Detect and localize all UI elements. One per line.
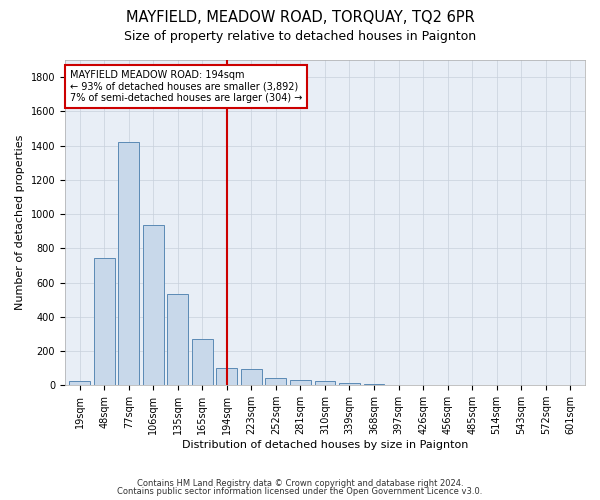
Text: Size of property relative to detached houses in Paignton: Size of property relative to detached ho… [124,30,476,43]
Bar [69,382,90,385]
Bar [413,384,434,385]
Text: MAYFIELD MEADOW ROAD: 194sqm
← 93% of detached houses are smaller (3,892)
7% of : MAYFIELD MEADOW ROAD: 194sqm ← 93% of de… [70,70,302,103]
X-axis label: Distribution of detached houses by size in Paignton: Distribution of detached houses by size … [182,440,468,450]
Bar [143,224,164,385]
Bar [241,370,262,385]
Bar [290,380,311,385]
Bar [94,258,115,385]
Text: MAYFIELD, MEADOW ROAD, TORQUAY, TQ2 6PR: MAYFIELD, MEADOW ROAD, TORQUAY, TQ2 6PR [125,10,475,25]
Bar [437,384,458,385]
Bar [388,384,409,385]
Text: Contains public sector information licensed under the Open Government Licence v3: Contains public sector information licen… [118,487,482,496]
Bar [364,384,385,385]
Bar [118,142,139,385]
Text: Contains HM Land Registry data © Crown copyright and database right 2024.: Contains HM Land Registry data © Crown c… [137,478,463,488]
Bar [314,382,335,385]
Bar [167,294,188,385]
Bar [265,378,286,385]
Bar [217,368,237,385]
Bar [339,383,360,385]
Bar [192,340,213,385]
Y-axis label: Number of detached properties: Number of detached properties [15,135,25,310]
